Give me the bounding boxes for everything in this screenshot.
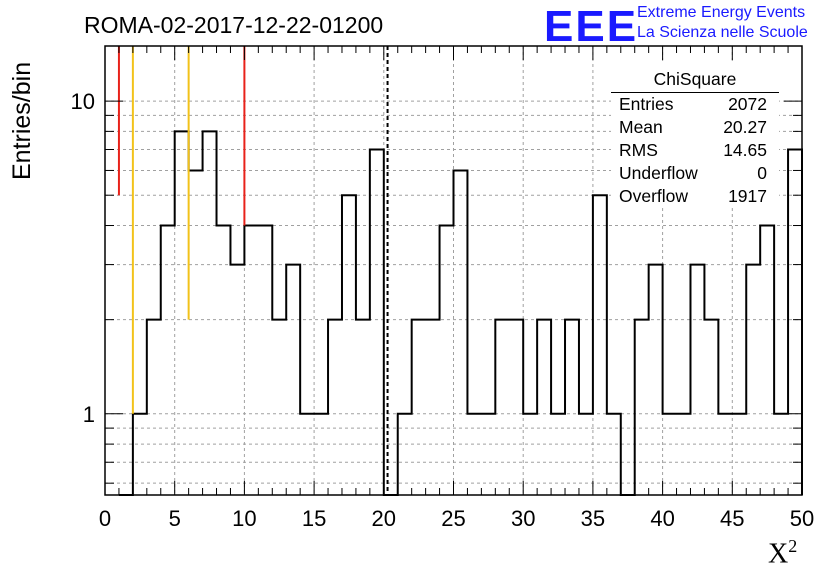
- histogram-bin: [356, 320, 370, 495]
- histogram-bin: [454, 170, 468, 495]
- stats-box: ChiSquare Entries 2072 Mean 20.27 RMS 14…: [611, 64, 779, 206]
- marker-lines: [117, 46, 389, 495]
- histogram-bin: [342, 195, 356, 495]
- histogram-bin: [467, 414, 481, 495]
- axis-ticks: [104, 46, 803, 495]
- histogram-bin: [649, 265, 663, 495]
- histogram-bin: [133, 414, 147, 495]
- stats-value: 0: [757, 163, 767, 183]
- x-tick-label: 0: [99, 506, 111, 531]
- histogram-bin: [760, 226, 774, 495]
- stats-title-underline: [611, 92, 779, 93]
- stats-row-underflow: Underflow 0: [619, 163, 771, 186]
- tick-labels: 0 5 10 15 20 25 30 35 40 45 50 1 10: [71, 89, 815, 531]
- histogram-bin: [565, 320, 579, 495]
- stats-row-mean: Mean 20.27: [619, 117, 771, 140]
- histogram-bin: [481, 414, 495, 495]
- x-tick-label: 30: [511, 506, 535, 531]
- stats-label: Entries: [619, 94, 674, 114]
- histogram-bin: [440, 226, 454, 495]
- y-tick-label: 10: [71, 89, 95, 114]
- histogram-bin: [175, 131, 189, 495]
- histogram-bin: [286, 265, 300, 495]
- histogram-bin: [677, 414, 691, 495]
- eee-logo: EEE: [544, 2, 639, 51]
- stats-value: 20.27: [723, 117, 767, 137]
- chart-title: ROMA-02-2017-12-22-01200: [84, 12, 384, 38]
- histogram-bin: [328, 320, 342, 495]
- histogram-bin: [551, 414, 565, 495]
- histogram-bin: [147, 320, 161, 495]
- x-tick-label: 50: [790, 506, 814, 531]
- histogram-bin: [161, 226, 175, 495]
- stats-label: Overflow: [619, 186, 689, 206]
- histogram-bin: [593, 195, 607, 495]
- stats-row-rms: RMS 14.65: [619, 140, 771, 163]
- stats-label: RMS: [619, 140, 658, 160]
- y-axis-label: Entries/bin: [8, 61, 36, 180]
- histogram-bin: [370, 150, 384, 495]
- histogram-bin: [774, 414, 788, 495]
- x-tick-label: 25: [441, 506, 465, 531]
- histogram-bin: [523, 414, 537, 495]
- stats-row-overflow: Overflow 1917: [619, 186, 771, 209]
- x-tick-label: 15: [302, 506, 326, 531]
- histogram-bin: [690, 265, 704, 495]
- histogram-bin: [537, 320, 551, 495]
- histogram-bars: [118, 130, 803, 496]
- histogram-bin: [412, 320, 426, 495]
- stats-value: 1917: [728, 186, 767, 206]
- histogram-bin: [203, 131, 217, 495]
- stats-label: Mean: [619, 117, 663, 137]
- histogram-bin: [635, 320, 649, 495]
- x-axis-label-text: X: [768, 538, 789, 570]
- histogram-bin: [189, 170, 203, 495]
- logo-text: Extreme Energy Events La Scienza nelle S…: [637, 3, 808, 43]
- stats-label: Underflow: [619, 163, 698, 183]
- logo-line-1: Extreme Energy Events: [637, 4, 806, 21]
- logo-line-2: La Scienza nelle Scuole: [637, 24, 808, 41]
- stats-value: 2072: [728, 94, 767, 114]
- stats-row-entries: Entries 2072: [619, 94, 771, 117]
- histogram-bin: [746, 265, 760, 495]
- stats-value: 14.65: [723, 140, 767, 160]
- histogram-bin: [258, 226, 272, 495]
- histogram-bin: [217, 226, 231, 495]
- histogram-bin: [704, 320, 718, 495]
- histogram-bin: [579, 414, 593, 495]
- histogram-bin: [230, 265, 244, 495]
- histogram-bin: [300, 414, 314, 495]
- x-tick-label: 10: [232, 506, 256, 531]
- histogram-bin: [244, 226, 258, 495]
- y-tick-label: 1: [83, 402, 95, 427]
- histogram-outline: [118, 130, 803, 496]
- x-tick-label: 20: [372, 506, 396, 531]
- histogram-bin: [314, 414, 328, 495]
- x-tick-label: 5: [169, 506, 181, 531]
- histogram-bin: [788, 150, 802, 495]
- x-axis-label: X2: [768, 536, 797, 570]
- histogram-bin: [718, 414, 732, 495]
- x-tick-label: 40: [650, 506, 674, 531]
- histogram-bin: [732, 414, 746, 495]
- histogram-bin: [272, 320, 286, 495]
- histogram-bin: [426, 320, 440, 495]
- x-axis-label-superscript: 2: [788, 536, 798, 556]
- histogram-bin: [495, 320, 509, 495]
- x-tick-label: 45: [720, 506, 744, 531]
- stats-title: ChiSquare: [653, 69, 737, 89]
- histogram-bin: [663, 414, 677, 495]
- histogram-bin: [509, 320, 523, 495]
- histogram-bin: [398, 414, 412, 495]
- histogram-bin: [607, 414, 621, 495]
- x-tick-label: 35: [581, 506, 605, 531]
